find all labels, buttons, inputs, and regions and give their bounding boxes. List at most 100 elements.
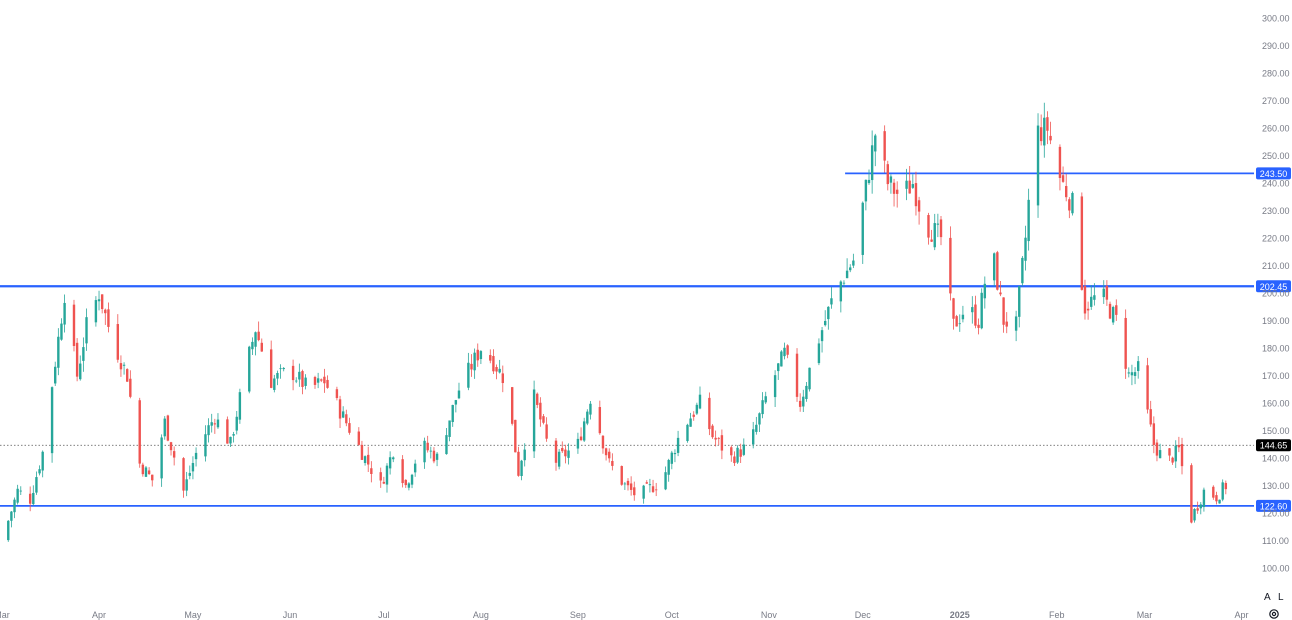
candle xyxy=(510,386,514,426)
candle xyxy=(126,368,129,382)
auto-scale-button[interactable]: A xyxy=(1264,592,1271,603)
candle xyxy=(182,457,185,498)
candle xyxy=(348,417,351,435)
candle xyxy=(457,382,461,400)
candle xyxy=(467,352,470,391)
candle xyxy=(495,364,498,380)
candle xyxy=(166,414,170,442)
candle xyxy=(16,484,19,505)
candle xyxy=(345,409,348,427)
candle xyxy=(63,294,66,333)
candle xyxy=(57,328,60,376)
candle xyxy=(805,382,808,402)
y-tick-label: 180.00 xyxy=(1262,344,1290,354)
candle xyxy=(273,374,276,393)
candle xyxy=(971,296,974,324)
candle xyxy=(742,438,746,457)
level-price-label: 243.50 xyxy=(1260,169,1288,179)
gear-icon[interactable] xyxy=(1268,608,1280,620)
candle xyxy=(676,430,680,457)
candle xyxy=(996,250,999,291)
x-tick-label: Dec xyxy=(855,610,872,620)
candle xyxy=(730,445,733,462)
candle xyxy=(611,453,614,471)
candle xyxy=(276,370,279,386)
candle xyxy=(1146,357,1149,414)
candle xyxy=(708,392,711,436)
candle xyxy=(476,343,479,367)
candle xyxy=(100,294,104,314)
candle xyxy=(254,331,257,356)
candle xyxy=(301,369,304,395)
candle xyxy=(10,510,13,528)
candle xyxy=(1005,312,1008,334)
candle xyxy=(1180,437,1184,475)
candle xyxy=(185,471,188,497)
candle xyxy=(75,338,79,382)
candle xyxy=(698,386,702,410)
candle xyxy=(1215,491,1218,505)
candle xyxy=(955,314,958,327)
candle xyxy=(172,446,176,466)
candle xyxy=(1071,191,1074,216)
candle xyxy=(213,418,217,434)
log-scale-button[interactable]: L xyxy=(1278,592,1284,603)
candle xyxy=(432,447,436,464)
candle xyxy=(517,446,520,477)
candle xyxy=(545,417,548,442)
candle xyxy=(1058,144,1062,191)
candle xyxy=(257,321,260,342)
y-tick-label: 280.00 xyxy=(1262,69,1290,79)
y-tick-label: 110.00 xyxy=(1262,536,1289,546)
y-tick-label: 100.00 xyxy=(1262,564,1290,574)
candle xyxy=(1068,197,1071,219)
candle xyxy=(720,429,724,460)
candle xyxy=(930,229,933,243)
candle xyxy=(999,281,1002,297)
candle xyxy=(952,297,955,330)
candle xyxy=(689,412,692,427)
candle xyxy=(282,367,285,372)
candle xyxy=(1168,447,1171,462)
candle xyxy=(19,486,22,496)
candle xyxy=(1021,256,1024,287)
candle xyxy=(864,179,868,211)
candle xyxy=(1221,479,1224,502)
y-tick-label: 260.00 xyxy=(1262,124,1290,134)
candle xyxy=(692,411,695,421)
candle xyxy=(1130,364,1134,386)
candle xyxy=(1202,487,1206,512)
candle xyxy=(514,419,517,453)
x-tick-label: Nov xyxy=(761,610,778,620)
candle xyxy=(905,168,908,201)
x-tick-label: Feb xyxy=(1049,610,1065,620)
candle xyxy=(1224,480,1228,495)
y-tick-label: 250.00 xyxy=(1262,151,1290,161)
candle xyxy=(1083,279,1087,320)
candle xyxy=(116,314,120,363)
candle xyxy=(914,171,918,216)
x-tick-label: Apr xyxy=(92,610,106,620)
candle xyxy=(60,318,63,341)
candle xyxy=(207,418,210,443)
candle xyxy=(413,459,417,477)
candle xyxy=(313,375,317,389)
candle xyxy=(82,337,85,372)
candle xyxy=(911,174,915,189)
candle xyxy=(852,253,855,269)
candle xyxy=(867,169,871,185)
candle xyxy=(974,295,977,329)
candle xyxy=(886,160,889,191)
candle xyxy=(892,178,896,207)
candle xyxy=(861,201,864,264)
candle xyxy=(717,437,720,446)
candle xyxy=(1027,188,1030,251)
candle xyxy=(714,430,717,447)
candle xyxy=(842,280,846,288)
candle xyxy=(798,393,802,412)
candle xyxy=(1065,173,1068,202)
candle xyxy=(1080,192,1084,291)
x-tick-label: Aug xyxy=(473,610,489,620)
